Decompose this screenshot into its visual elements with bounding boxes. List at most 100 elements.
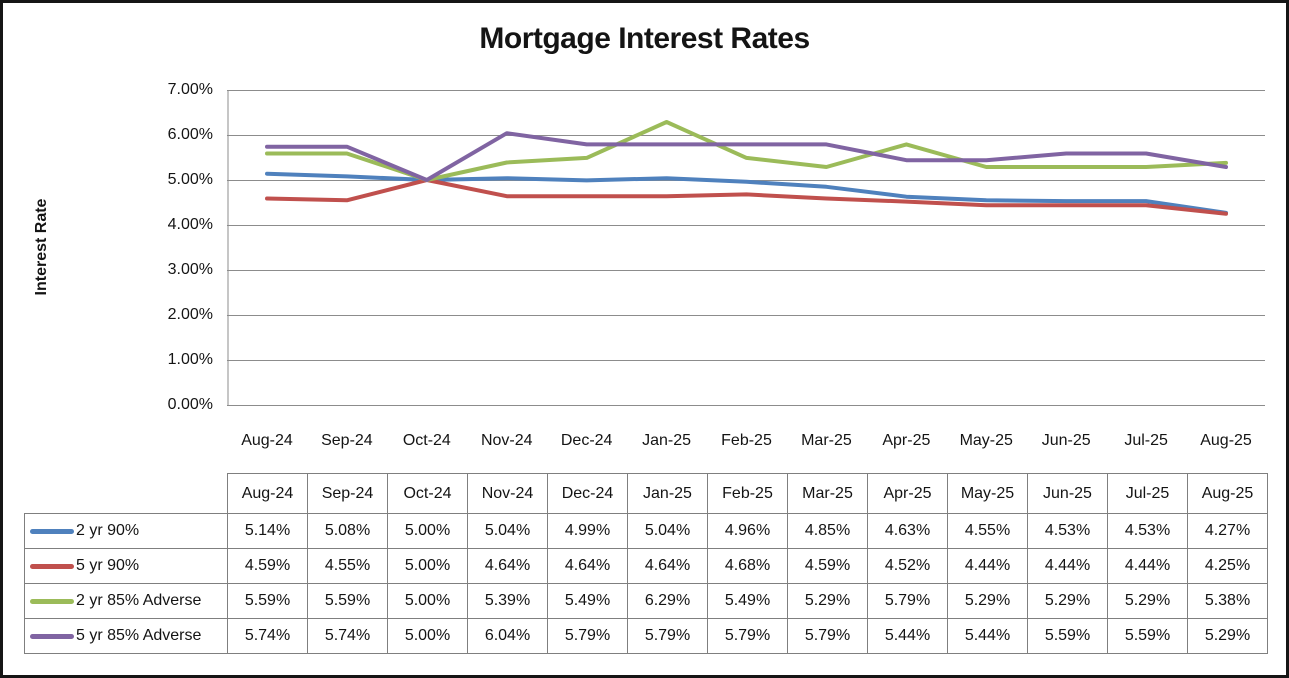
table-value-cell: 4.85%	[787, 513, 868, 549]
legend-line-swatch	[30, 633, 74, 639]
series-line	[265, 131, 1228, 182]
table-value-cell: 5.79%	[787, 618, 868, 654]
x-axis-label: Jan-25	[642, 432, 692, 449]
table-corner-blank-cell	[25, 474, 228, 514]
y-tick-label: 2.00%	[167, 306, 213, 323]
table-month-header: May-25	[947, 473, 1028, 514]
legend-cell: 2 yr 85% Adverse	[24, 583, 228, 619]
legend-series-label: 5 yr 90%	[76, 557, 140, 574]
table-value-cell: 4.96%	[707, 513, 788, 549]
table-value-cell: 5.39%	[467, 583, 548, 619]
table-value-cell: 6.04%	[467, 618, 548, 654]
table-value-cell: 5.00%	[387, 618, 468, 654]
table-value-cell: 4.27%	[1187, 513, 1268, 549]
table-value-cell: 5.59%	[227, 583, 308, 619]
table-value-cell: 5.29%	[1107, 583, 1188, 619]
x-axis-label: Nov-24	[480, 432, 533, 449]
table-value-cell: 5.59%	[307, 583, 388, 619]
table-value-cell: 4.55%	[947, 513, 1028, 549]
y-tick-label: 7.00%	[167, 81, 213, 98]
table-month-header: Apr-25	[867, 473, 948, 514]
table-value-cell: 5.44%	[867, 618, 948, 654]
table-value-cell: 5.38%	[1187, 583, 1268, 619]
x-axis-label: Jun-25	[1041, 432, 1091, 449]
x-axis-label: Sep-24	[321, 432, 373, 449]
table-month-header: Aug-25	[1187, 473, 1268, 514]
table-value-cell: 4.64%	[547, 548, 628, 584]
table-value-cell: 5.59%	[1027, 618, 1108, 654]
legend-line-swatch	[30, 598, 74, 604]
table-value-cell: 4.52%	[867, 548, 948, 584]
table-month-header: Jan-25	[627, 473, 708, 514]
table-row: 2 yr 85% Adverse 5.59% 5.59% 5.00% 5.39% 5.49…	[24, 583, 1268, 619]
y-tick-label: 6.00%	[167, 126, 213, 143]
table-value-cell: 5.29%	[947, 583, 1028, 619]
legend-cell: 5 yr 85% Adverse	[24, 618, 228, 654]
y-tick-label: 4.00%	[167, 216, 213, 233]
x-axis-label: Apr-25	[882, 432, 931, 449]
x-axis-label: Feb-25	[721, 432, 772, 449]
table-value-cell: 4.63%	[867, 513, 948, 549]
table-month-header: Oct-24	[387, 473, 468, 514]
table-row: 5 yr 85% Adverse 5.74% 5.74% 5.00% 6.04% 5.79…	[24, 618, 1268, 654]
legend-cell: 2 yr 90%	[24, 513, 228, 549]
chart-title: Mortgage Interest Rates	[479, 22, 810, 55]
table-value-cell: 5.49%	[707, 583, 788, 619]
table-value-cell: 4.44%	[1027, 548, 1108, 584]
x-axis-label: Aug-25	[1200, 432, 1252, 449]
data-table: Aug-24 Sep-24 Oct-24 Nov-24 Dec-24 Jan-25 Feb-…	[24, 473, 1268, 654]
table-value-cell: 6.29%	[627, 583, 708, 619]
table-value-cell: 5.29%	[787, 583, 868, 619]
table-value-cell: 4.68%	[707, 548, 788, 584]
table-value-cell: 5.44%	[947, 618, 1028, 654]
table-value-cell: 5.49%	[547, 583, 628, 619]
y-tick-label: 3.00%	[167, 261, 213, 278]
plot-area	[227, 90, 1265, 406]
legend-series-label: 2 yr 90%	[76, 522, 140, 539]
legend-series-label: 5 yr 85% Adverse	[76, 627, 202, 644]
y-tick-label: 5.00%	[167, 171, 213, 188]
x-axis-label: Dec-24	[560, 432, 613, 449]
table-month-header: Feb-25	[707, 473, 788, 514]
table-row: 2 yr 90% 5.14% 5.08% 5.00% 5.04% 4.99% 5.04% 4.…	[24, 513, 1268, 549]
series-line	[265, 178, 1228, 216]
table-value-cell: 5.04%	[627, 513, 708, 549]
y-tick-label: 0.00%	[167, 396, 213, 413]
table-value-cell: 5.08%	[307, 513, 388, 549]
table-value-cell: 4.25%	[1187, 548, 1268, 584]
table-month-header: Jun-25	[1027, 473, 1108, 514]
table-value-cell: 4.44%	[947, 548, 1028, 584]
table-value-cell: 5.29%	[1187, 618, 1268, 654]
x-axis-label: Aug-24	[241, 432, 293, 449]
table-month-header: Jul-25	[1107, 473, 1188, 514]
table-value-cell: 5.79%	[867, 583, 948, 619]
y-tick-label: 1.00%	[167, 351, 213, 368]
table-value-cell: 4.64%	[467, 548, 548, 584]
table-value-cell: 5.29%	[1027, 583, 1108, 619]
legend-series-label: 2 yr 85% Adverse	[76, 592, 202, 609]
table-month-header: Aug-24	[227, 473, 308, 514]
table-value-cell: 5.14%	[227, 513, 308, 549]
legend-line-swatch	[30, 528, 74, 534]
table-value-cell: 5.79%	[547, 618, 628, 654]
table-value-cell: 5.00%	[387, 548, 468, 584]
x-axis-label: Jul-25	[1124, 432, 1168, 449]
table-value-cell: 4.64%	[627, 548, 708, 584]
table-month-header: Nov-24	[467, 473, 548, 514]
table-value-cell: 5.00%	[387, 583, 468, 619]
table-month-header: Sep-24	[307, 473, 388, 514]
table-row: 5 yr 90% 4.59% 4.55% 5.00% 4.64% 4.64% 4.64% 4.…	[24, 548, 1268, 584]
table-value-cell: 5.00%	[387, 513, 468, 549]
x-axis-label: Oct-24	[402, 432, 451, 449]
legend-cell: 5 yr 90%	[24, 548, 228, 584]
table-value-cell: 4.53%	[1107, 513, 1188, 549]
table-value-cell: 4.59%	[787, 548, 868, 584]
table-value-cell: 5.59%	[1107, 618, 1188, 654]
table-value-cell: 4.44%	[1107, 548, 1188, 584]
table-value-cell: 4.53%	[1027, 513, 1108, 549]
x-axis-label: Mar-25	[801, 432, 852, 449]
x-axis-label: May-25	[959, 432, 1013, 449]
legend-line-swatch	[30, 563, 74, 569]
table-value-cell: 5.04%	[467, 513, 548, 549]
